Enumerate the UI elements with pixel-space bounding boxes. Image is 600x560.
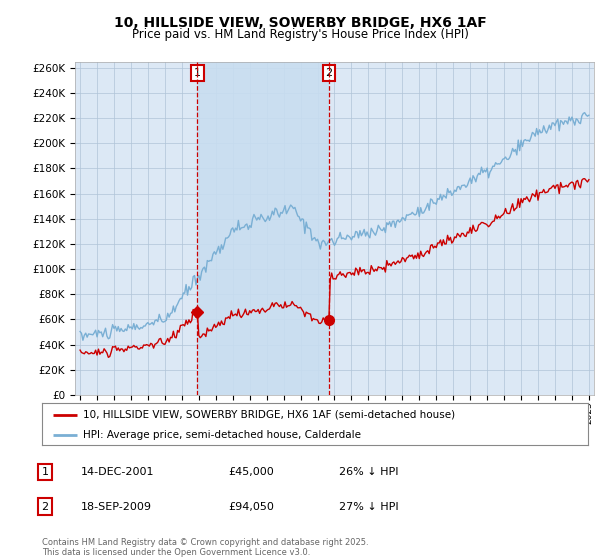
Text: Contains HM Land Registry data © Crown copyright and database right 2025.
This d: Contains HM Land Registry data © Crown c… bbox=[42, 538, 368, 557]
Text: 2: 2 bbox=[325, 68, 332, 78]
Text: HPI: Average price, semi-detached house, Calderdale: HPI: Average price, semi-detached house,… bbox=[83, 430, 361, 440]
Text: 10, HILLSIDE VIEW, SOWERBY BRIDGE, HX6 1AF: 10, HILLSIDE VIEW, SOWERBY BRIDGE, HX6 1… bbox=[113, 16, 487, 30]
Text: 14-DEC-2001: 14-DEC-2001 bbox=[81, 467, 155, 477]
Text: 27% ↓ HPI: 27% ↓ HPI bbox=[339, 502, 398, 512]
Text: £45,000: £45,000 bbox=[228, 467, 274, 477]
Text: 18-SEP-2009: 18-SEP-2009 bbox=[81, 502, 152, 512]
Text: 1: 1 bbox=[194, 68, 201, 78]
Text: 10, HILLSIDE VIEW, SOWERBY BRIDGE, HX6 1AF (semi-detached house): 10, HILLSIDE VIEW, SOWERBY BRIDGE, HX6 1… bbox=[83, 410, 455, 420]
Text: £94,050: £94,050 bbox=[228, 502, 274, 512]
Text: 26% ↓ HPI: 26% ↓ HPI bbox=[339, 467, 398, 477]
Bar bbox=[197, 62, 329, 395]
Text: 1: 1 bbox=[41, 467, 49, 477]
Text: 2: 2 bbox=[41, 502, 49, 512]
Text: Price paid vs. HM Land Registry's House Price Index (HPI): Price paid vs. HM Land Registry's House … bbox=[131, 28, 469, 41]
